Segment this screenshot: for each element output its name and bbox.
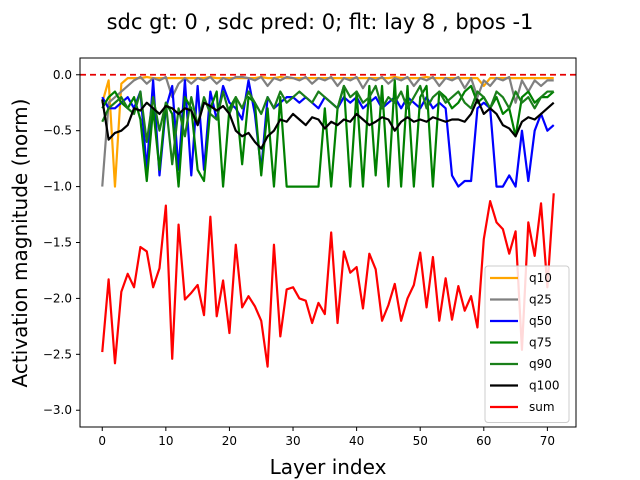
x-tick-label: 50 xyxy=(413,434,428,448)
legend-label-q10: q10 xyxy=(529,271,552,285)
y-tick-label: −3.0 xyxy=(43,403,72,417)
legend-label-q75: q75 xyxy=(529,336,552,350)
plot-area xyxy=(80,73,576,368)
axes: 0 10 20 30 40 50 60 70 0.0 −0.5 −1.0 −1.5 −2.0 −2.5 −3… xyxy=(43,57,577,448)
series-line-q90 xyxy=(101,84,554,166)
x-tick-label: 30 xyxy=(285,434,300,448)
legend-label-q50: q50 xyxy=(529,314,552,328)
x-axis-label: Layer index xyxy=(270,455,387,479)
legend-box xyxy=(484,265,570,423)
series-line-q25 xyxy=(101,75,554,187)
series-line-sum xyxy=(101,193,555,368)
y-tick-label: −1.5 xyxy=(43,236,72,250)
legend-label-q90: q90 xyxy=(529,357,552,371)
y-tick-label: −0.5 xyxy=(43,124,72,138)
x-tick-label: 60 xyxy=(476,434,491,448)
x-tick-label: 40 xyxy=(349,434,364,448)
x-tick-label: 70 xyxy=(540,434,555,448)
legend-label-q25: q25 xyxy=(529,293,552,307)
series-line-q100 xyxy=(101,98,555,150)
y-axis-label: Activation magnitude (norm) xyxy=(8,99,32,388)
chart-title: sdc gt: 0 , sdc pred: 0; flt: lay 8 , bp… xyxy=(107,10,534,34)
x-tick-label: 10 xyxy=(158,434,173,448)
y-tick-label: −2.5 xyxy=(43,347,72,361)
legend: q10 q25 q50 q75 q90 q100 sum xyxy=(484,265,570,423)
x-tick-label: 0 xyxy=(98,434,106,448)
series-group xyxy=(80,73,576,368)
legend-label-q100: q100 xyxy=(529,379,560,393)
legend-label-sum: sum xyxy=(529,400,555,414)
x-tick-label: 20 xyxy=(222,434,237,448)
y-tick-label: −1.0 xyxy=(43,180,72,194)
y-tick-label: 0.0 xyxy=(53,68,72,82)
y-tick-label: −2.0 xyxy=(43,291,72,305)
